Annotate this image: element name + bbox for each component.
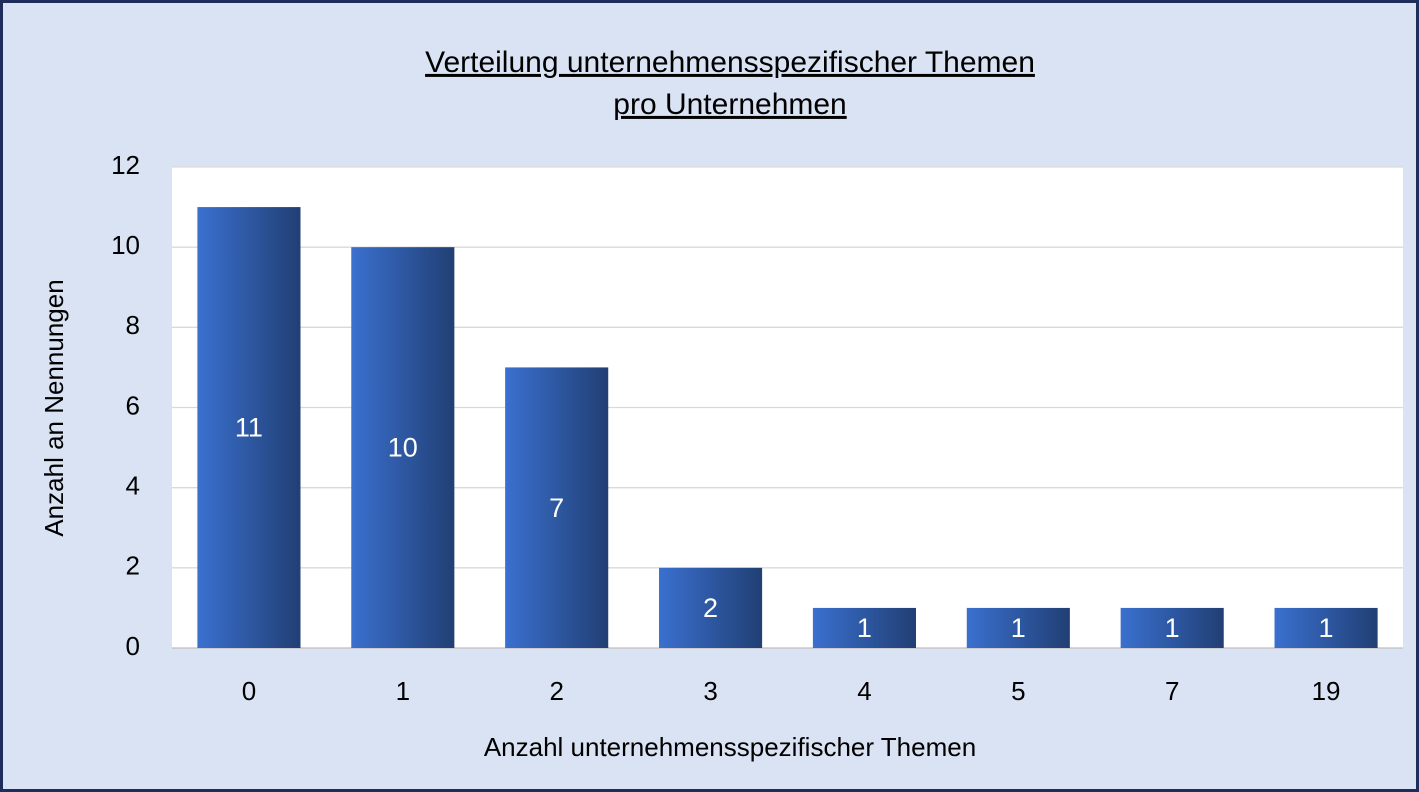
x-tick-label: 0	[242, 676, 256, 706]
x-tick-label: 5	[1011, 676, 1025, 706]
bar	[197, 207, 301, 649]
chart-title: pro Unternehmen	[613, 88, 846, 121]
x-tick-label: 1	[396, 676, 410, 706]
data-label: 11	[235, 413, 263, 443]
data-label: 1	[1165, 613, 1180, 643]
bar	[812, 607, 916, 648]
bar	[1120, 607, 1224, 648]
y-tick-label: 6	[126, 390, 140, 420]
bar	[966, 607, 1070, 648]
bar	[659, 567, 763, 648]
data-label: 2	[703, 593, 718, 623]
bar	[1274, 607, 1378, 648]
y-axis-title: Anzahl an Nennungen	[39, 279, 69, 536]
x-tick-label: 19	[1312, 676, 1341, 706]
y-tick-label: 2	[126, 551, 140, 581]
x-tick-label: 7	[1165, 676, 1179, 706]
chart-title: Verteilung unternehmensspezifischer Them…	[425, 46, 1035, 79]
y-tick-label: 0	[126, 631, 140, 661]
data-label: 10	[388, 433, 418, 463]
y-tick-label: 10	[111, 230, 140, 260]
x-tick-label: 3	[703, 676, 717, 706]
y-tick-label: 8	[126, 310, 140, 340]
data-label: 1	[1319, 613, 1334, 643]
x-tick-label: 2	[549, 676, 563, 706]
data-label: 7	[549, 493, 564, 523]
data-label: 1	[857, 613, 872, 643]
y-tick-label: 12	[111, 150, 140, 180]
y-tick-label: 4	[126, 471, 140, 501]
x-axis-title: Anzahl unternehmensspezifischer Themen	[484, 732, 976, 762]
x-tick-label: 4	[857, 676, 871, 706]
bar	[351, 247, 455, 648]
data-label: 1	[1011, 613, 1026, 643]
bar	[505, 367, 609, 648]
